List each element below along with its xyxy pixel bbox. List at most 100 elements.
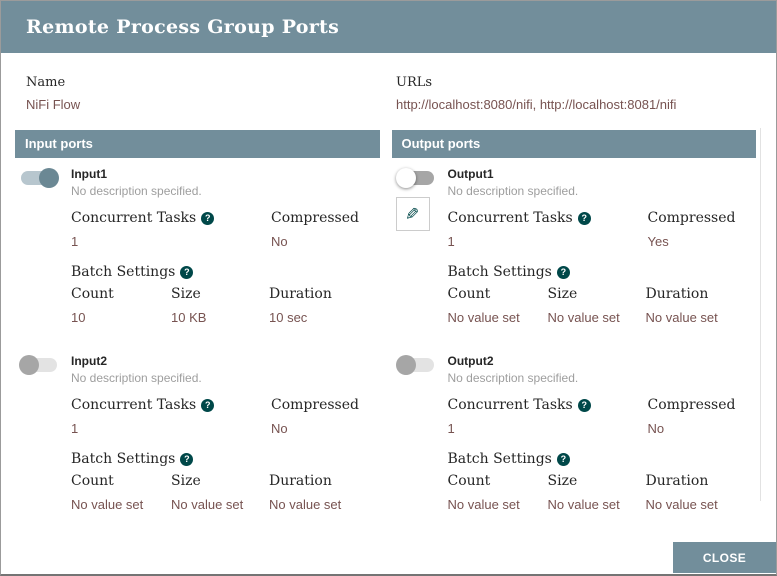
help-icon[interactable]: ? xyxy=(577,211,591,225)
dialog-header: Remote Process Group Ports xyxy=(1,1,776,53)
help-icon[interactable]: ? xyxy=(180,265,194,279)
transmission-toggle[interactable] xyxy=(21,168,59,188)
compressed-cell: Compressed No xyxy=(271,397,380,436)
batch-count-cell: Count No value set xyxy=(71,473,171,512)
batch-duration-cell: Duration No value set xyxy=(646,286,757,325)
concurrent-tasks-text: Concurrent Tasks xyxy=(447,210,573,226)
count-value: No value set xyxy=(71,497,144,512)
batch-size-cell: Size No value set xyxy=(548,286,646,325)
batch-size-cell: Size No value set xyxy=(548,473,646,512)
compressed-cell: Compressed No xyxy=(271,210,380,249)
count-value: 10 xyxy=(71,310,86,325)
size-value: No value set xyxy=(547,497,620,512)
compressed-label: Compressed xyxy=(271,210,359,226)
port-description: No description specified. xyxy=(71,184,202,198)
concurrent-tasks-label: Concurrent Tasks? xyxy=(448,397,648,413)
pencil-icon: ✎ xyxy=(405,204,420,224)
batch-settings-row: Count 10 Size 10 KB Duration 10 sec xyxy=(71,286,380,325)
duration-value: No value set xyxy=(269,497,342,512)
transmission-toggle[interactable] xyxy=(395,355,434,375)
toggle-knob-icon xyxy=(39,168,59,188)
transmission-toggle[interactable] xyxy=(19,355,57,375)
concurrent-tasks-cell: Concurrent Tasks? 1 xyxy=(71,397,271,436)
batch-settings-row: Count No value set Size No value set Dur… xyxy=(71,473,380,512)
compressed-label: Compressed xyxy=(647,397,736,413)
help-icon[interactable]: ? xyxy=(180,452,194,466)
batch-settings-label: Batch Settings? xyxy=(71,451,380,467)
batch-settings-label: Batch Settings? xyxy=(448,264,757,280)
help-icon[interactable]: ? xyxy=(201,398,215,412)
port-details: Output1 No description specified. Concur… xyxy=(448,167,757,325)
batch-count-cell: Count 10 xyxy=(71,286,171,325)
port-entry-input2: Input2 No description specified. Concurr… xyxy=(15,345,380,512)
count-value: No value set xyxy=(447,497,520,512)
transmission-toggle[interactable] xyxy=(395,168,434,188)
output-ports-header: Output ports xyxy=(391,130,756,158)
batch-size-cell: Size 10 KB xyxy=(171,286,269,325)
port-controls xyxy=(395,354,448,512)
duration-value: 10 sec xyxy=(269,310,308,325)
size-label: Size xyxy=(547,286,578,302)
close-button[interactable]: CLOSE xyxy=(673,542,776,573)
concurrent-tasks-label: Concurrent Tasks? xyxy=(71,210,271,226)
size-value: No value set xyxy=(171,497,244,512)
compressed-value: No xyxy=(271,234,288,249)
port-entry-output1: ✎ Output1 No description specified. Conc… xyxy=(392,158,757,325)
port-details: Input2 No description specified. Concurr… xyxy=(71,354,380,512)
concurrent-tasks-cell: Concurrent Tasks? 1 xyxy=(448,210,648,249)
batch-count-cell: Count No value set xyxy=(448,473,548,512)
help-icon[interactable]: ? xyxy=(577,398,591,412)
compressed-label: Compressed xyxy=(647,210,736,226)
batch-size-cell: Size No value set xyxy=(171,473,269,512)
batch-settings-text: Batch Settings xyxy=(71,451,176,467)
compressed-cell: Compressed Yes xyxy=(648,210,757,249)
help-icon[interactable]: ? xyxy=(556,265,570,279)
help-icon[interactable]: ? xyxy=(201,211,215,225)
ports-columns: Input ports Input1 No description specif… xyxy=(1,130,776,532)
duration-label: Duration xyxy=(645,286,709,302)
tasks-compressed-row: Concurrent Tasks? 1 Compressed No xyxy=(71,397,380,436)
size-label: Size xyxy=(171,286,201,302)
concurrent-tasks-value: 1 xyxy=(71,234,79,249)
tasks-compressed-row: Concurrent Tasks? 1 Compressed No xyxy=(448,397,757,436)
duration-label: Duration xyxy=(269,473,332,489)
edit-port-button[interactable]: ✎ xyxy=(395,197,430,231)
size-value: No value set xyxy=(547,310,620,325)
port-name: Input2 xyxy=(71,354,107,368)
port-name: Output1 xyxy=(447,167,494,181)
tasks-compressed-row: Concurrent Tasks? 1 Compressed Yes xyxy=(448,210,757,249)
batch-duration-cell: Duration No value set xyxy=(269,473,380,512)
batch-count-cell: Count No value set xyxy=(448,286,548,325)
concurrent-tasks-text: Concurrent Tasks xyxy=(447,397,573,413)
port-description: No description specified. xyxy=(447,371,579,385)
port-name: Input1 xyxy=(71,167,107,181)
urls-value: http://localhost:8080/nifi, http://local… xyxy=(396,97,677,112)
port-controls xyxy=(19,167,71,325)
toggle-knob-icon xyxy=(395,168,416,188)
count-label: Count xyxy=(447,286,491,302)
port-details: Output2 No description specified. Concur… xyxy=(448,354,757,512)
toggle-knob-icon xyxy=(395,355,416,375)
input-ports-column: Input ports Input1 No description specif… xyxy=(15,130,380,532)
compressed-value: No xyxy=(647,421,665,436)
name-label: Name xyxy=(26,75,66,90)
batch-settings-row: Count No value set Size No value set Dur… xyxy=(448,286,757,325)
urls-label: URLs xyxy=(396,75,433,90)
port-controls xyxy=(19,354,71,512)
urls-field: URLs http://localhost:8080/nifi, http://… xyxy=(396,75,751,112)
concurrent-tasks-text: Concurrent Tasks xyxy=(71,397,197,413)
count-value: No value set xyxy=(447,310,520,325)
compressed-label: Compressed xyxy=(271,397,359,413)
concurrent-tasks-label: Concurrent Tasks? xyxy=(448,210,648,226)
port-controls: ✎ xyxy=(395,167,448,325)
toggle-knob-icon xyxy=(19,355,39,375)
batch-settings-text: Batch Settings xyxy=(71,264,176,280)
port-entry-input1: Input1 No description specified. Concurr… xyxy=(15,158,380,325)
batch-settings-text: Batch Settings xyxy=(447,451,552,467)
count-label: Count xyxy=(447,473,491,489)
help-icon[interactable]: ? xyxy=(556,452,570,466)
port-description: No description specified. xyxy=(71,371,202,385)
input-ports-header: Input ports xyxy=(15,130,380,158)
concurrent-tasks-label: Concurrent Tasks? xyxy=(71,397,271,413)
